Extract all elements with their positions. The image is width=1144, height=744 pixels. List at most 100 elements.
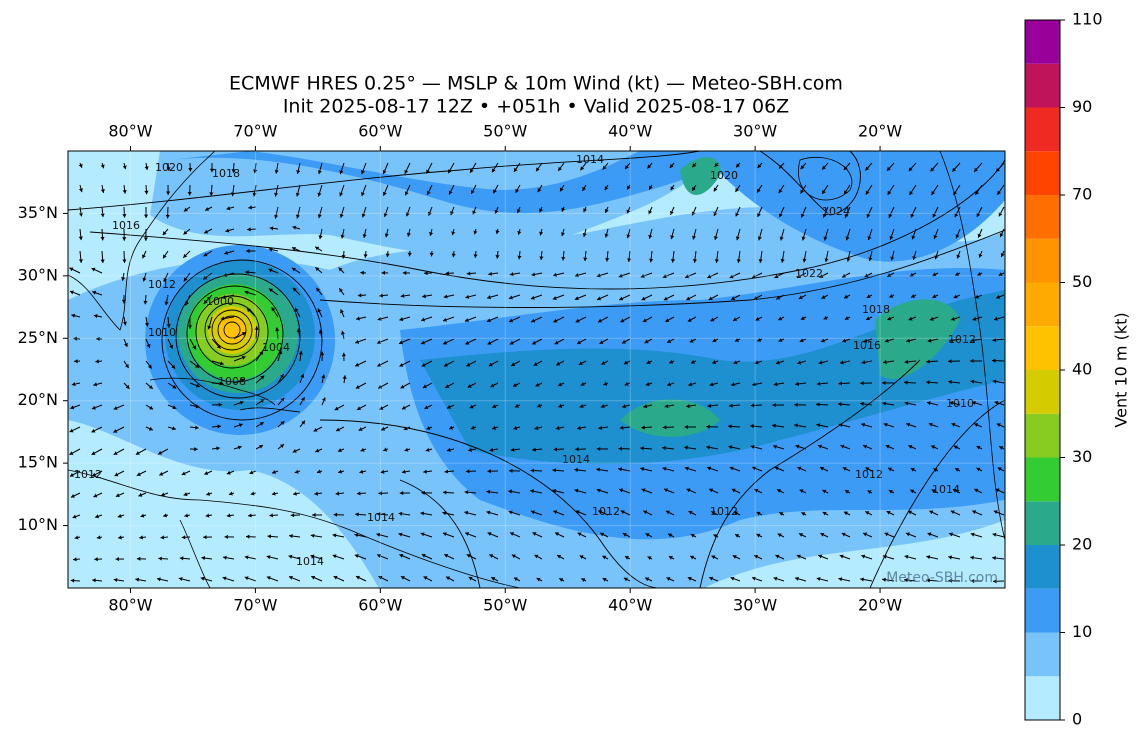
colorbar-band [1025, 501, 1060, 545]
wind-arrow-head [121, 299, 126, 304]
colorbar-band [1025, 151, 1060, 195]
wind-arrow-head [241, 332, 246, 336]
contour-label: 1012 [74, 468, 102, 481]
wind-arrow-head [558, 403, 563, 408]
wind-arrow-head [839, 554, 844, 559]
wind-arrow-head [144, 166, 149, 170]
wind-arrow-head [183, 230, 188, 235]
wind-arrow-head [245, 534, 250, 539]
wind-arrow-head [250, 491, 255, 496]
wind-arrow-head [122, 189, 127, 194]
contour-label: 1010 [148, 326, 176, 339]
wind-arrow-head [163, 277, 168, 282]
wind-arrow-head [93, 314, 98, 319]
wind-arrow-head [926, 401, 931, 406]
x-tick-label-top: 70°W [233, 122, 277, 141]
wind-arrow-head [712, 338, 717, 343]
wind-arrow-head [535, 382, 540, 387]
wind-arrow-head [317, 308, 322, 313]
wind-arrow-head [596, 273, 601, 278]
wind-arrow-head [978, 253, 983, 258]
contour-label: 1014 [296, 555, 324, 568]
contour-label: 1020 [155, 161, 183, 174]
wind-arrow-head [184, 513, 189, 518]
wind-arrow-head [889, 235, 894, 240]
wind-arrow-head [100, 259, 105, 263]
wind-arrow-head [670, 258, 676, 263]
wind-arrow-head [244, 576, 249, 581]
wind-arrow-head [799, 489, 804, 494]
wind-arrow-head [100, 236, 105, 241]
wind-arrow-head [466, 554, 471, 558]
wind-arrow-head [266, 576, 271, 580]
wind-arrow-head [158, 556, 162, 561]
wind-arrow-head [445, 271, 449, 276]
wind-arrow-head [96, 535, 101, 540]
wind-arrow-head [992, 532, 997, 537]
wind-arrow-head [248, 205, 252, 210]
wind-arrow-head [927, 338, 932, 343]
wind-arrow-head [532, 532, 537, 536]
wind-arrow-head [669, 359, 674, 364]
wind-arrow-head [970, 578, 975, 584]
wind-arrow-head [887, 273, 892, 277]
wind-arrow-head [795, 381, 799, 387]
wind-arrow-head [687, 318, 692, 322]
wind-arrow-head [999, 446, 1004, 450]
wind-arrow-head [970, 338, 975, 343]
wind-arrow-head [275, 327, 280, 332]
wind-arrow-head [534, 426, 539, 431]
wind-arrow-head [910, 467, 915, 472]
wind-arrow-head [795, 576, 799, 581]
wind-arrow-head [381, 426, 386, 431]
wind-arrow-head [195, 425, 199, 430]
wind-arrow-head [95, 359, 99, 364]
contour-label: 1010 [946, 397, 974, 410]
wind-arrow-head [113, 429, 118, 433]
wind-arrow-head [818, 360, 823, 365]
wind-arrow-head [648, 210, 653, 215]
wind-arrow-head [378, 384, 383, 389]
wind-arrow-head [970, 532, 975, 537]
wind-arrow-head [620, 318, 625, 323]
wind-arrow-head [509, 468, 513, 473]
wind-arrow-head [838, 577, 843, 582]
wind-arrow-head [404, 191, 409, 196]
wind-arrow-head [752, 382, 757, 387]
wind-arrow-head [574, 296, 579, 301]
wind-arrow-head [318, 329, 323, 334]
contour-label: 1014 [367, 511, 395, 524]
wind-arrow-head [863, 444, 868, 449]
wind-arrow-head [509, 318, 513, 323]
wind-arrow-head [778, 316, 783, 321]
wind-arrow-head [195, 383, 200, 388]
wind-arrow-head [217, 424, 222, 429]
wind-arrow-head [794, 402, 798, 407]
colorbar-band [1025, 676, 1060, 720]
wind-arrow-head [758, 259, 763, 263]
wind-arrow-head [220, 316, 225, 321]
wind-arrow-head [822, 165, 826, 170]
wind-arrow-head [861, 360, 866, 365]
wind-arrow-head [707, 274, 712, 279]
wind-arrow-head [728, 445, 733, 450]
wind-arrow-head [711, 511, 716, 515]
wind-arrow-head [604, 186, 609, 191]
wind-arrow-head [908, 316, 913, 321]
wind-arrow-head [399, 340, 403, 345]
wind-arrow-head [468, 447, 472, 452]
wind-arrow-head [533, 362, 538, 366]
wind-arrow-head [358, 427, 363, 431]
wind-arrow-head [537, 188, 542, 193]
wind-arrow-head [74, 359, 78, 364]
wind-arrow-head [799, 533, 804, 537]
wind-arrow-head [335, 491, 340, 496]
wind-arrow-head [730, 382, 735, 387]
wind-arrow-head [492, 425, 496, 430]
wind-arrow-head [260, 399, 265, 403]
wind-arrow-head [259, 422, 264, 426]
wind-arrow-head [860, 401, 864, 406]
wind-arrow-head [864, 273, 869, 278]
wind-arrow-head [600, 532, 605, 537]
